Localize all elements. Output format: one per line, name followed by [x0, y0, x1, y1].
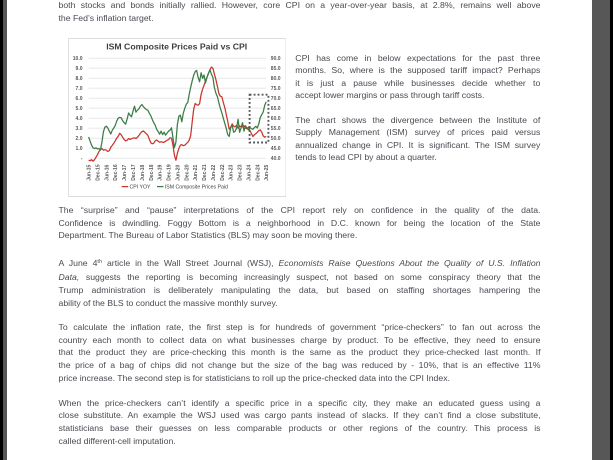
svg-text:Jun-16: Jun-16 [104, 164, 110, 180]
svg-text:Dec-22: Dec-22 [220, 164, 226, 181]
svg-text:Jun-20: Jun-20 [175, 164, 181, 180]
svg-text:Dec-18: Dec-18 [149, 164, 155, 181]
svg-text:80.0: 80.0 [271, 76, 281, 82]
svg-text:50.0: 50.0 [271, 136, 281, 142]
svg-text:9.0: 9.0 [75, 66, 82, 72]
svg-text:Jun-22: Jun-22 [211, 164, 217, 180]
svg-text:70.0: 70.0 [271, 96, 281, 102]
svg-text:Dec-19: Dec-19 [166, 164, 172, 181]
svg-text:85.0: 85.0 [271, 66, 281, 72]
svg-text:60.0: 60.0 [271, 116, 281, 122]
svg-text:Jun-21: Jun-21 [193, 164, 199, 180]
svg-text:65.0: 65.0 [271, 106, 281, 112]
svg-text:40.0: 40.0 [271, 156, 281, 162]
svg-text:8.0: 8.0 [75, 76, 82, 82]
svg-text:5.0: 5.0 [75, 106, 82, 112]
svg-text:-: - [81, 156, 83, 162]
svg-text:2.0: 2.0 [75, 136, 82, 142]
svg-text:Jun-24: Jun-24 [246, 164, 252, 180]
svg-text:ISM Composite Prices Paid vs C: ISM Composite Prices Paid vs CPI [106, 41, 247, 51]
svg-text:55.0: 55.0 [271, 126, 281, 132]
svg-text:45.0: 45.0 [271, 146, 281, 152]
svg-text:ISM Composite Prices Paid: ISM Composite Prices Paid [165, 184, 228, 190]
svg-text:Dec-17: Dec-17 [131, 164, 137, 181]
svg-text:90.0: 90.0 [271, 56, 281, 62]
svg-text:Jun-18: Jun-18 [140, 164, 146, 180]
svg-text:Dec-20: Dec-20 [184, 164, 190, 181]
svg-text:Dec-16: Dec-16 [113, 164, 119, 181]
svg-text:Dec-15: Dec-15 [95, 164, 101, 181]
svg-text:3.0: 3.0 [75, 126, 82, 132]
svg-text:Jun-25: Jun-25 [264, 164, 270, 180]
svg-text:6.0: 6.0 [75, 96, 82, 102]
svg-text:7.0: 7.0 [75, 86, 82, 92]
svg-text:Dec-21: Dec-21 [202, 164, 208, 181]
svg-text:4.0: 4.0 [75, 116, 82, 122]
svg-text:Jun-15: Jun-15 [86, 164, 92, 180]
svg-text:10.0: 10.0 [73, 56, 83, 62]
svg-text:75.0: 75.0 [271, 86, 281, 92]
svg-text:1.0: 1.0 [75, 146, 82, 152]
svg-text:Dec-24: Dec-24 [255, 164, 261, 181]
svg-text:CPI YOY: CPI YOY [129, 184, 150, 190]
svg-text:Jun-17: Jun-17 [122, 164, 128, 180]
svg-text:Dec-23: Dec-23 [237, 164, 243, 181]
svg-text:Jun-19: Jun-19 [157, 164, 163, 180]
svg-text:Jun-23: Jun-23 [228, 164, 234, 180]
